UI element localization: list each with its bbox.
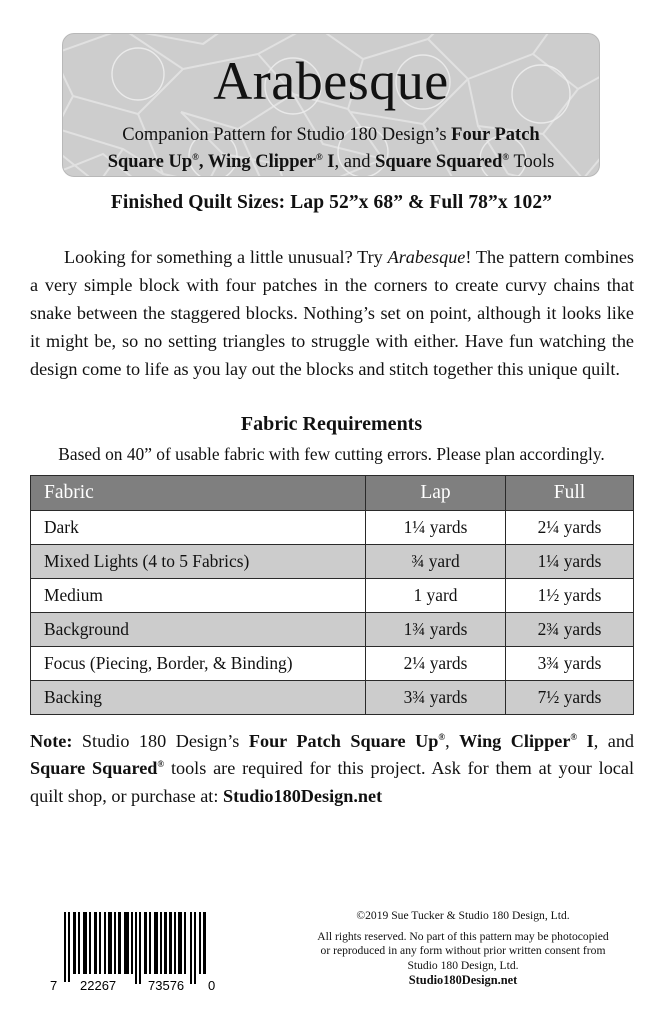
fabric-name: Focus (Piecing, Border, & Binding) <box>30 646 366 681</box>
upc-barcode: 7 22267 73576 0 <box>48 908 218 996</box>
table-row: Medium 1 yard 1½ yards <box>30 578 634 613</box>
note-sep-2: , and <box>593 731 635 751</box>
barcode-group-2: 73576 <box>148 978 184 993</box>
note-text-a: Studio 180 Design’s <box>72 731 249 751</box>
barcode-digit-right: 0 <box>208 978 215 993</box>
table-row: Mixed Lights (4 to 5 Fabrics) ¾ yard 1¼ … <box>30 544 634 579</box>
fabric-name: Medium <box>30 578 366 613</box>
fabric-full-amount: 7½ yards <box>505 680 634 715</box>
footer-website[interactable]: Studio180Design.net <box>408 972 518 987</box>
fabric-name: Background <box>30 612 366 647</box>
note-sep-1: , <box>445 731 460 751</box>
intro-italic-title: Arabesque <box>387 247 466 268</box>
column-header-full: Full <box>505 475 634 511</box>
pattern-subtitle: Companion Pattern for Studio 180 Design’… <box>81 122 581 176</box>
fabric-full-amount: 1¼ yards <box>505 544 634 579</box>
subtitle-bold-square-squared: Square Squared <box>375 151 503 172</box>
fabric-lap-amount: 1¼ yards <box>365 510 506 545</box>
subtitle-tail: Tools <box>509 151 555 172</box>
intro-paragraph: Looking for something a little unusual? … <box>30 244 634 383</box>
note-bold-wing-clipper-numeral: I <box>577 731 594 751</box>
fabric-lap-amount: ¾ yard <box>365 544 506 579</box>
note-website-link[interactable]: Studio180Design.net <box>222 785 383 806</box>
registered-mark-icon: ® <box>315 151 323 162</box>
fabric-full-amount: 1½ yards <box>505 578 634 613</box>
fabric-full-amount: 2¾ yards <box>505 612 634 647</box>
subtitle-bold-wing-clipper: Wing Clipper <box>207 151 316 172</box>
table-header-row: Fabric Lap Full <box>30 475 634 511</box>
fabric-name: Mixed Lights (4 to 5 Fabrics) <box>30 544 366 579</box>
subtitle-bold-square-up: Square Up <box>107 151 193 172</box>
subtitle-sep-2: , and <box>334 151 376 172</box>
table-row: Dark 1¼ yards 2¼ yards <box>30 510 634 545</box>
fabric-requirements-note: Based on 40” of usable fabric with few c… <box>58 444 605 464</box>
fabric-full-amount: 2¼ yards <box>505 510 634 545</box>
pattern-title: Arabesque <box>213 51 449 111</box>
rights-line-1: All rights reserved. No part of this pat… <box>317 930 609 944</box>
tools-note: Note: Studio 180 Design’s Four Patch Squ… <box>30 728 634 810</box>
fabric-lap-amount: 1 yard <box>365 578 506 613</box>
barcode-digit-left: 7 <box>50 978 57 993</box>
intro-text-part2: ! The pattern combines a very simple blo… <box>30 247 634 379</box>
rights-line-2: or reproduced in any form without prior … <box>320 944 606 958</box>
registered-mark-icon: ® <box>157 759 165 770</box>
column-header-lap: Lap <box>365 475 506 511</box>
rights-line-3: Studio 180 Design, Ltd. <box>407 958 519 972</box>
registered-mark-icon: ® <box>570 731 578 742</box>
fabric-table-container: Fabric Lap Full Dark 1¼ yards 2¼ yards M… <box>30 475 634 715</box>
note-bold-square-squared: Square Squared <box>30 758 158 779</box>
copyright-line: ©2019 Sue Tucker & Studio 180 Design, Lt… <box>356 909 570 922</box>
note-bold-wing-clipper: Wing Clipper <box>459 731 571 751</box>
fabric-lap-amount: 2¼ yards <box>365 646 506 681</box>
subtitle-bold-four-patch: Four Patch <box>451 125 540 145</box>
fabric-lap-amount: 1¾ yards <box>365 612 506 647</box>
table-row: Focus (Piecing, Border, & Binding) 2¼ ya… <box>30 646 634 681</box>
title-banner: Arabesque Companion Pattern for Studio 1… <box>62 33 600 177</box>
subtitle-sep-1: , <box>198 151 208 172</box>
intro-text-part1: Looking for something a little unusual? … <box>64 247 388 268</box>
subtitle-bold-wing-clipper-numeral: I <box>322 151 335 172</box>
finished-quilt-sizes: Finished Quilt Sizes: Lap 52”x 68” & Ful… <box>110 192 553 213</box>
column-header-fabric: Fabric <box>30 475 366 511</box>
subtitle-text-1: Companion Pattern for Studio 180 Design’… <box>122 125 452 145</box>
fabric-name: Backing <box>30 680 366 715</box>
registered-mark-icon: ® <box>438 731 446 742</box>
fabric-full-amount: 3¾ yards <box>505 646 634 681</box>
fabric-requirements-table: Fabric Lap Full Dark 1¼ yards 2¼ yards M… <box>30 475 634 715</box>
table-row: Background 1¾ yards 2¾ yards <box>30 612 634 647</box>
copyright-block: ©2019 Sue Tucker & Studio 180 Design, Lt… <box>290 909 636 989</box>
fabric-requirements-heading: Fabric Requirements <box>240 413 423 435</box>
barcode-group-1: 22267 <box>80 978 116 993</box>
note-text-d: tools are required for this project. Ask… <box>30 758 634 806</box>
table-row: Backing 3¾ yards 7½ yards <box>30 680 634 715</box>
fabric-name: Dark <box>30 510 366 545</box>
note-label: Note: <box>30 731 73 751</box>
registered-mark-icon: ® <box>192 151 199 162</box>
note-bold-four-patch-square-up: Four Patch Square Up <box>248 731 439 751</box>
fabric-lap-amount: 3¾ yards <box>365 680 506 715</box>
